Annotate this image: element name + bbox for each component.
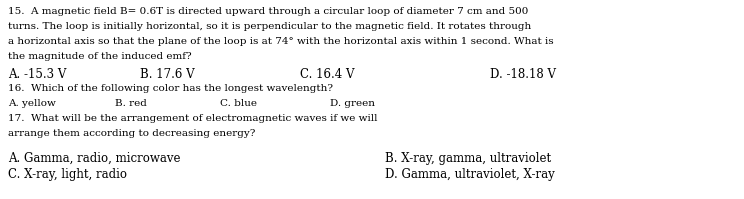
Text: B. X-ray, gamma, ultraviolet: B. X-ray, gamma, ultraviolet — [385, 152, 551, 165]
Text: arrange them according to decreasing energy?: arrange them according to decreasing ene… — [8, 129, 255, 138]
Text: the magnitude of the induced emf?: the magnitude of the induced emf? — [8, 52, 192, 61]
Text: D. green: D. green — [330, 99, 375, 108]
Text: A. -15.3 V: A. -15.3 V — [8, 68, 66, 81]
Text: B. 17.6 V: B. 17.6 V — [140, 68, 195, 81]
Text: C. 16.4 V: C. 16.4 V — [300, 68, 354, 81]
Text: D. Gamma, ultraviolet, X-ray: D. Gamma, ultraviolet, X-ray — [385, 168, 555, 181]
Text: C. X-ray, light, radio: C. X-ray, light, radio — [8, 168, 127, 181]
Text: 15.  A magnetic field B= 0.6T is directed upward through a circular loop of diam: 15. A magnetic field B= 0.6T is directed… — [8, 7, 528, 16]
Text: A. yellow: A. yellow — [8, 99, 56, 108]
Text: a horizontal axis so that the plane of the loop is at 74° with the horizontal ax: a horizontal axis so that the plane of t… — [8, 37, 554, 46]
Text: 16.  Which of the following color has the longest wavelength?: 16. Which of the following color has the… — [8, 84, 333, 93]
Text: C. blue: C. blue — [220, 99, 257, 108]
Text: 17.  What will be the arrangement of electromagnetic waves if we will: 17. What will be the arrangement of elec… — [8, 114, 377, 123]
Text: turns. The loop is initially horizontal, so it is perpendicular to the magnetic : turns. The loop is initially horizontal,… — [8, 22, 531, 31]
Text: D. -18.18 V: D. -18.18 V — [490, 68, 556, 81]
Text: B. red: B. red — [115, 99, 147, 108]
Text: A. Gamma, radio, microwave: A. Gamma, radio, microwave — [8, 152, 181, 165]
